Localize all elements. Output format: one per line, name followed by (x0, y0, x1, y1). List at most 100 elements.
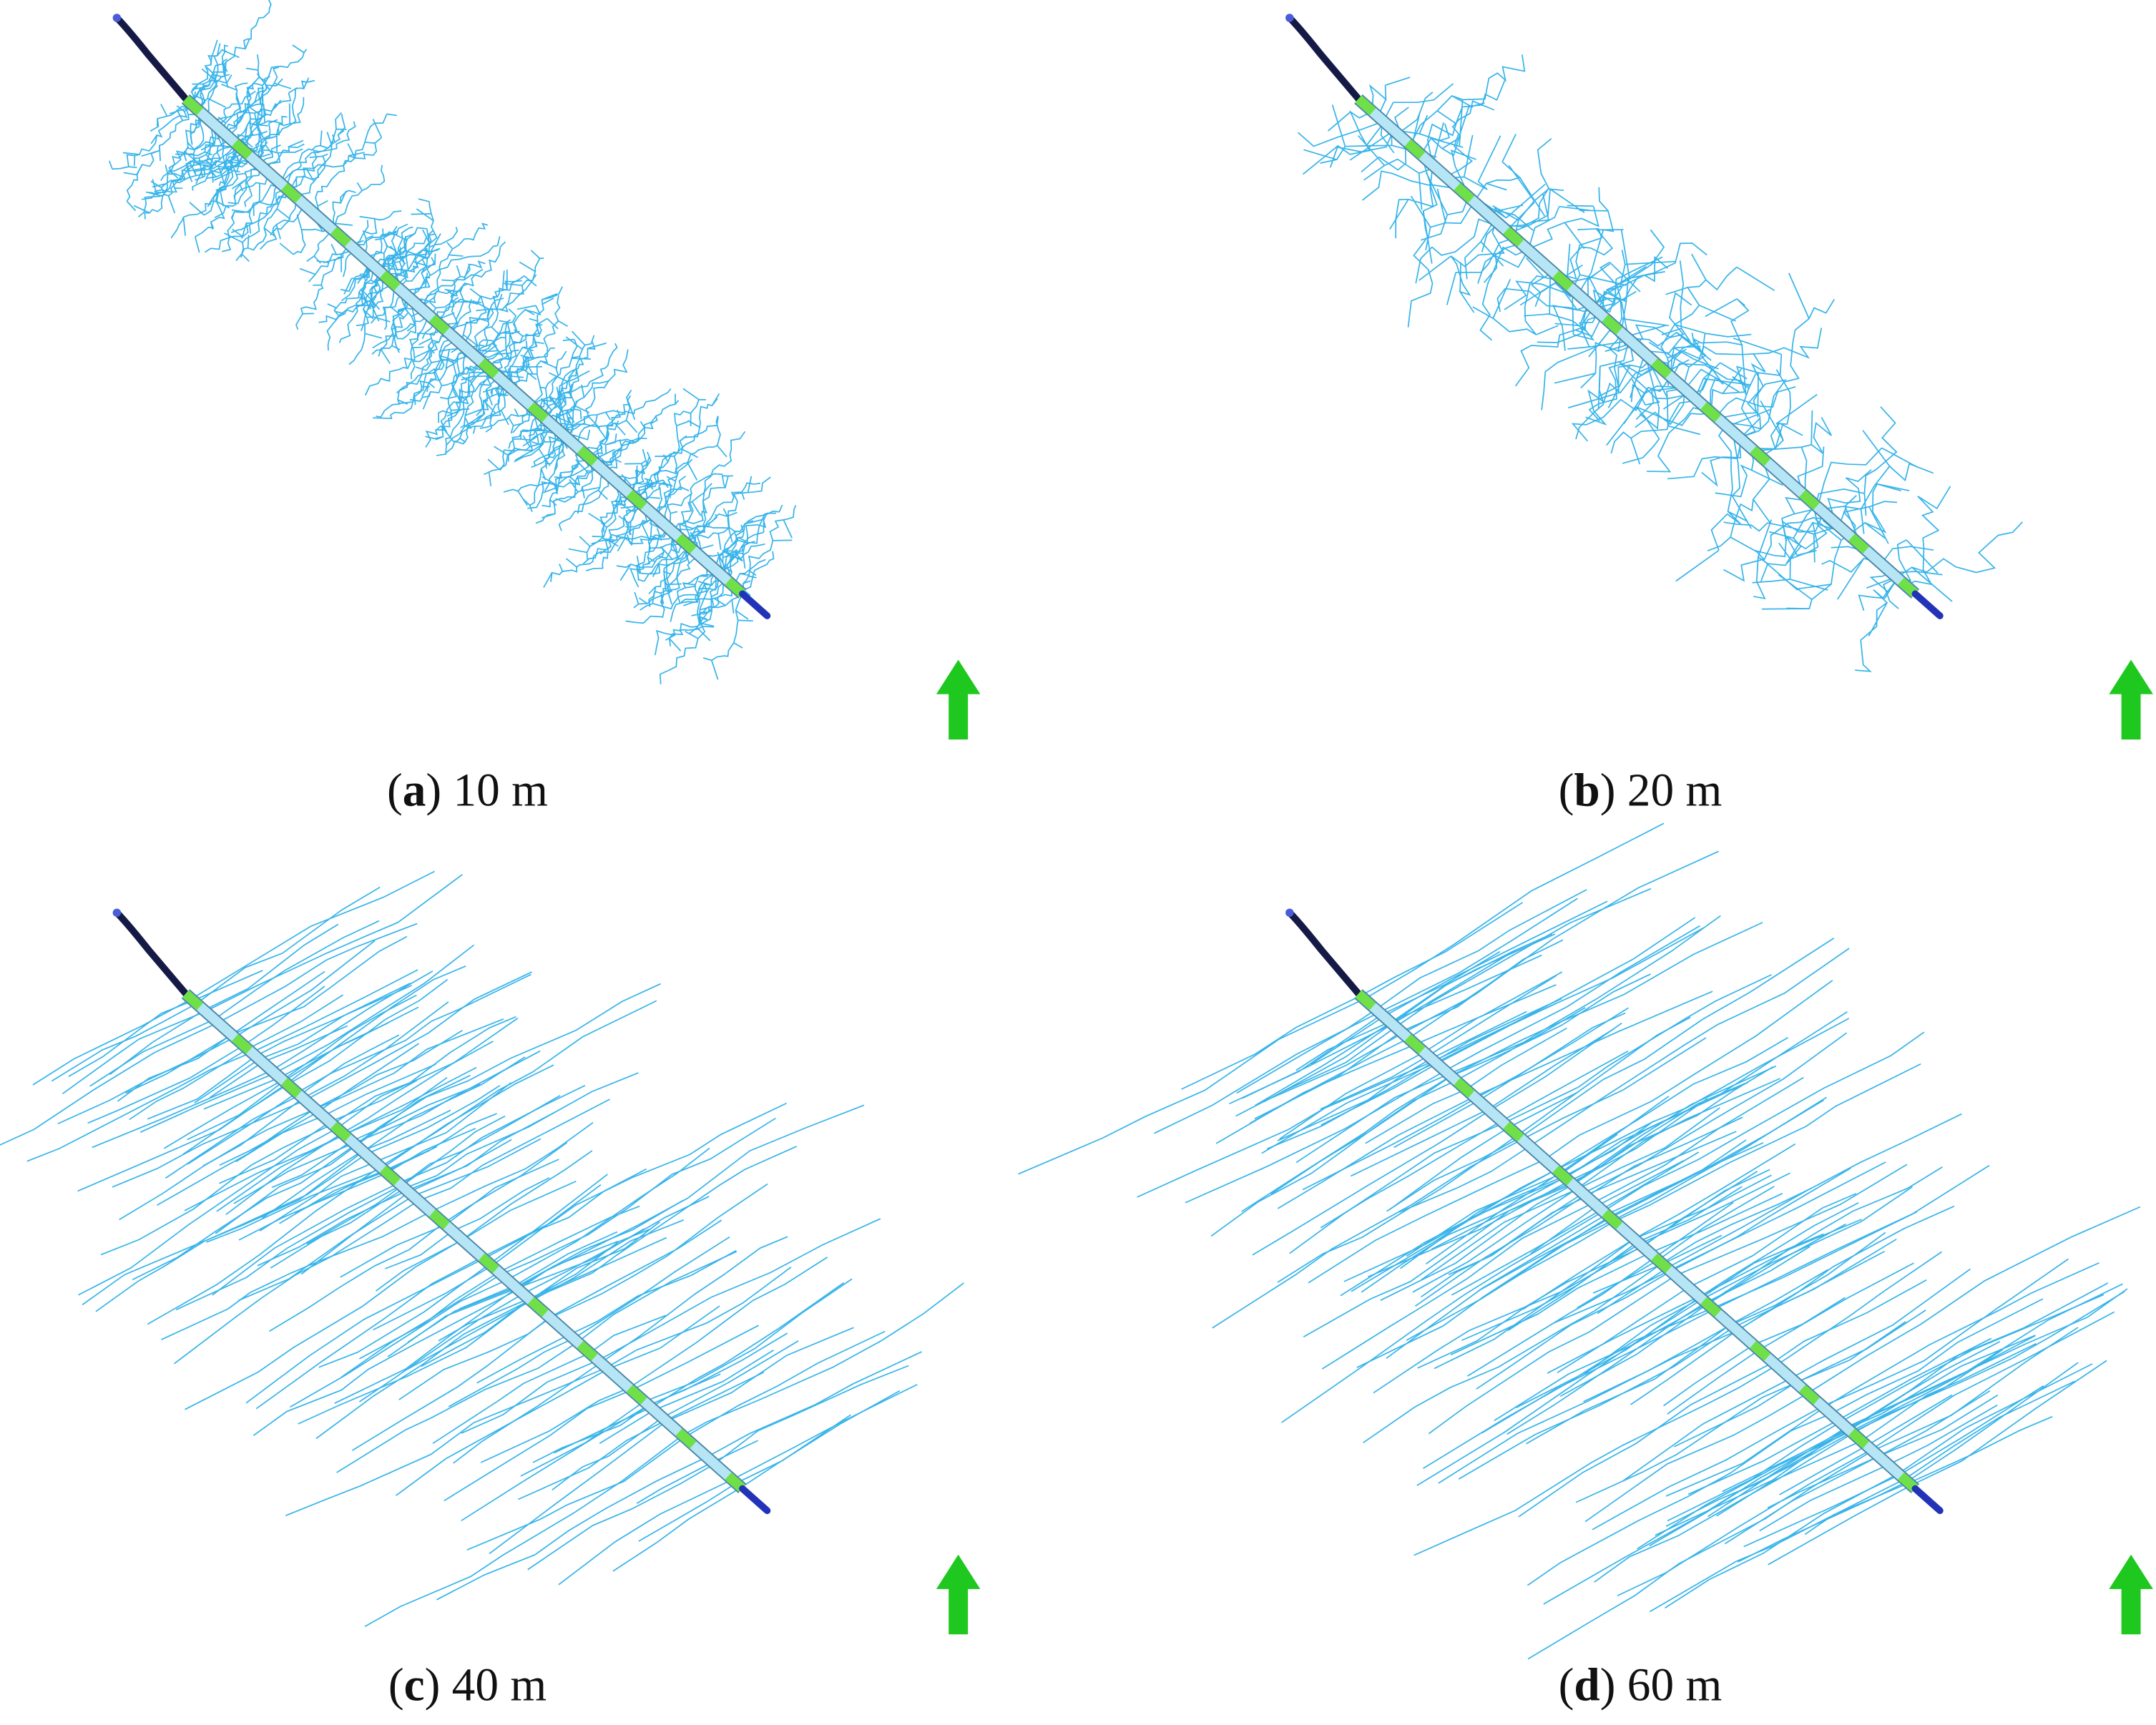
fracture-branch (418, 198, 430, 202)
fracture-branch (1757, 446, 1802, 451)
fracture-branch (514, 329, 524, 337)
fracture (1637, 1186, 1743, 1243)
fracture (607, 1305, 720, 1370)
fracture-branch (637, 579, 645, 582)
fracture-branch (1674, 345, 1701, 349)
fracture (1409, 54, 1526, 146)
fracture (366, 1085, 501, 1155)
fracture-branch (288, 139, 304, 148)
fracture (1831, 1298, 2044, 1415)
fracture-branch (398, 401, 413, 404)
fracture-branch (108, 160, 113, 169)
fracture-branch (189, 162, 197, 175)
fracture (1738, 1480, 1908, 1563)
fracture (1852, 1291, 2125, 1434)
fracture-branch (423, 296, 436, 305)
fracture (1329, 110, 1373, 168)
fracture-branch (126, 200, 137, 212)
fracture (1657, 1186, 1775, 1261)
fracture (662, 1340, 799, 1418)
fracture (499, 428, 558, 471)
fracture (1507, 1242, 1638, 1332)
fracture-branch (687, 462, 698, 481)
fracture (1602, 1031, 1925, 1212)
fracture (473, 298, 504, 355)
fracture (382, 237, 427, 275)
fracture (1663, 1344, 1754, 1407)
fracture-branch (1303, 149, 1338, 160)
fracture-branch (577, 504, 580, 514)
fracture-branch (1564, 222, 1585, 250)
fracture-branch (1788, 272, 1810, 319)
fracture (203, 923, 339, 1011)
fracture-branch (558, 320, 569, 328)
fracture (591, 489, 627, 545)
fracture-branch (133, 155, 136, 167)
fracture-branch (496, 293, 503, 310)
fracture (1666, 388, 1685, 426)
fracture (192, 150, 245, 191)
fracture-network (1018, 822, 2141, 1660)
fracture-branch (222, 72, 229, 88)
fracture-branch (1785, 522, 1813, 564)
fracture-branch (1501, 134, 1516, 162)
wellhead (112, 14, 122, 22)
fracture (255, 1257, 483, 1410)
fracture (1541, 330, 1628, 411)
fracture (552, 1417, 663, 1490)
fracture-branch (205, 154, 217, 167)
fracture (147, 1166, 381, 1325)
fracture-branch (482, 399, 496, 414)
fracture-branch (359, 215, 375, 220)
fracture (100, 1124, 333, 1256)
fracture (1592, 285, 1622, 308)
fracture-branch (1740, 417, 1761, 438)
fracture (1320, 1055, 1429, 1110)
wellhead (1285, 908, 1294, 917)
fracture (1501, 1050, 1629, 1122)
fracture (1721, 379, 1787, 430)
fracture-branch (635, 465, 638, 484)
fracture (1389, 1126, 1509, 1210)
fracture (638, 1483, 737, 1542)
fracture (141, 142, 236, 200)
fracture (336, 1341, 578, 1473)
fracture (1701, 333, 1752, 412)
fracture (161, 1211, 431, 1340)
fracture (585, 395, 632, 455)
fracture-branch (1418, 173, 1423, 210)
fracture (420, 260, 486, 310)
fracture (157, 1108, 315, 1206)
fracture (1215, 1043, 1416, 1144)
fracture (648, 552, 697, 594)
fracture (626, 424, 717, 492)
fracture (462, 1180, 577, 1241)
fracture-branch (441, 279, 454, 282)
fracture (1451, 973, 1651, 1077)
fracture (1529, 948, 1850, 1147)
fracture-branch (313, 255, 321, 264)
fracture-branch (1810, 410, 1813, 445)
fracture (203, 1076, 280, 1110)
fracture (516, 1228, 645, 1289)
fracture (447, 257, 544, 333)
fracture (1412, 1188, 1578, 1293)
fracture-branch (413, 350, 430, 358)
fracture (1658, 266, 1738, 368)
fracture (1572, 1065, 1777, 1185)
fracture-branch (1674, 323, 1705, 334)
fracture (197, 126, 220, 162)
fracture (527, 454, 589, 509)
fracture-branch (549, 372, 568, 383)
fracture (386, 1127, 476, 1174)
fracture (1415, 218, 1510, 284)
fracture (468, 385, 509, 425)
fracture-branch (1358, 135, 1386, 166)
fracture (1718, 353, 1766, 419)
fracture-branch (592, 536, 604, 538)
fracture-branch (1418, 114, 1429, 134)
fracture (735, 559, 766, 589)
fracture (1851, 1349, 2004, 1433)
fracture (1846, 1288, 2128, 1429)
